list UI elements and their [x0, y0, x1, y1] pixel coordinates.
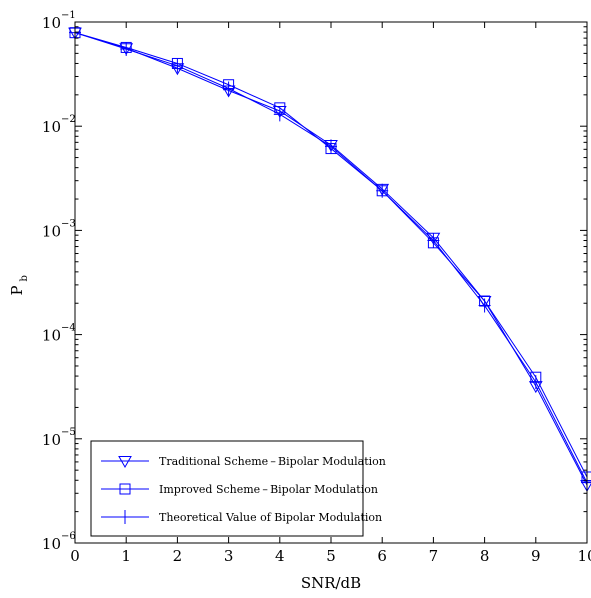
x-tick-label: 9: [531, 547, 541, 565]
legend-box: [90, 440, 364, 537]
y-tick-label-exponent: −1: [61, 10, 76, 21]
data-point-plus: [478, 298, 491, 313]
series-line: [74, 32, 588, 478]
data-point-plus: [427, 233, 440, 248]
x-tick-label: 10: [577, 547, 591, 565]
y-tick-label-base: 10: [42, 14, 61, 32]
y-tick-label-base: 10: [42, 535, 61, 553]
y-tick-label-base: 10: [42, 118, 61, 136]
data-point-plus: [376, 183, 389, 198]
y-tick-label-exponent: −3: [61, 218, 76, 229]
legend-marker-square: [119, 483, 131, 495]
y-tick-label-exponent: −6: [61, 531, 76, 542]
series-square: [69, 27, 591, 483]
x-axis-label: SNR/dB: [301, 574, 361, 592]
axis-ticks: 01234567891010−110−210−310−410−510−6: [42, 10, 591, 565]
legend-label: Traditional Scheme – Bipolar Modulation: [159, 455, 386, 468]
x-tick-label: 6: [377, 547, 387, 565]
x-tick-label: 4: [275, 547, 285, 565]
y-tick-label-exponent: −2: [61, 114, 76, 125]
y-tick-label-base: 10: [42, 222, 61, 240]
data-point-plus: [222, 81, 235, 96]
x-tick-label: 1: [121, 547, 131, 565]
x-tick-label: 2: [173, 547, 183, 565]
y-axis-label-subscript: b: [19, 275, 30, 281]
x-tick-label: 7: [429, 547, 439, 565]
x-tick-label: 0: [70, 547, 80, 565]
series-line: [74, 32, 588, 486]
legend-item: Theoretical Value of Bipolar Modulation: [101, 510, 382, 524]
plot-area: [68, 25, 591, 493]
data-point-plus: [120, 42, 133, 57]
y-tick-label-exponent: −5: [61, 427, 76, 438]
x-tick-label: 3: [224, 547, 234, 565]
series-triangle-down: [68, 27, 591, 493]
x-tick-label: 8: [480, 547, 490, 565]
legend-marker-triangle-down: [118, 456, 132, 469]
y-tick-label-base: 10: [42, 431, 61, 449]
y-tick-label-base: 10: [42, 327, 61, 345]
legend-marker-plus: [119, 510, 131, 524]
legend-label: Theoretical Value of Bipolar Modulation: [159, 511, 382, 524]
series-line: [74, 32, 588, 483]
data-point-triangle-down: [272, 105, 287, 118]
legend-label: Improved Scheme – Bipolar Modulation: [159, 483, 378, 496]
data-point-plus: [529, 375, 542, 390]
data-point-plus: [171, 58, 184, 73]
y-axis-label: P b: [8, 275, 30, 295]
legend-item: Improved Scheme – Bipolar Modulation: [101, 483, 378, 496]
y-axis-label-main: P: [8, 285, 26, 295]
x-tick-label: 5: [326, 547, 336, 565]
legend: Traditional Scheme – Bipolar Modulation I…: [90, 440, 386, 537]
series-plus: [69, 25, 591, 490]
data-point-plus: [325, 139, 337, 154]
data-point-plus: [273, 107, 286, 122]
y-tick-label-exponent: −4: [61, 323, 76, 334]
data-point-triangle-down: [426, 232, 441, 245]
legend-item: Traditional Scheme – Bipolar Modulation: [101, 455, 386, 469]
